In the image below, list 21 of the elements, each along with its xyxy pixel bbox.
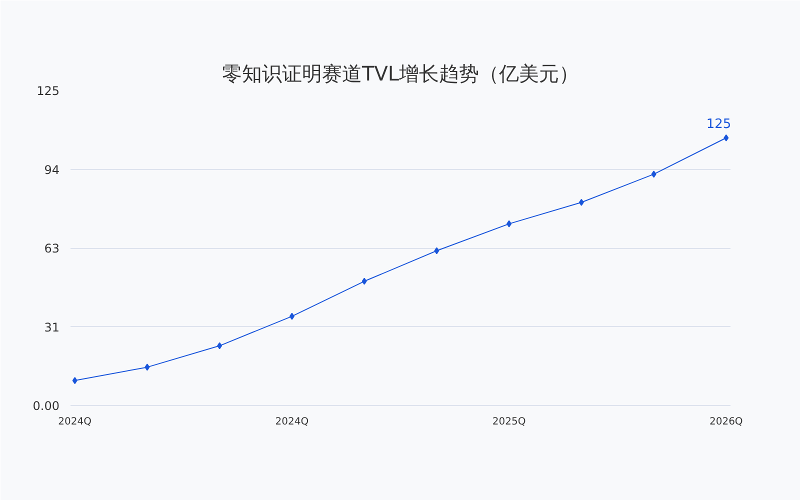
y-tick-label: 0.00 bbox=[32, 399, 60, 413]
y-tick-label: 125 bbox=[36, 84, 60, 98]
annotation: 125 bbox=[706, 116, 732, 132]
x-tick-label: 2024Q bbox=[275, 416, 309, 428]
y-tick-label: 94 bbox=[44, 162, 60, 177]
x-tick-label: 2025Q bbox=[492, 416, 526, 428]
point bbox=[506, 220, 512, 228]
chart-title: 零知识证明赛道TVL增长趋势（亿美元） bbox=[222, 62, 580, 86]
point bbox=[144, 364, 150, 371]
point bbox=[362, 278, 367, 285]
x-tick-label: 2026Q bbox=[710, 416, 743, 428]
point bbox=[289, 312, 294, 320]
point bbox=[434, 247, 440, 254]
y-tick-label: 63 bbox=[44, 242, 60, 256]
x-tick-label: 2024Q bbox=[58, 416, 92, 428]
point bbox=[72, 377, 78, 384]
y-tick-label: 31 bbox=[44, 320, 60, 334]
point bbox=[578, 198, 584, 206]
point bbox=[217, 342, 222, 350]
point bbox=[651, 170, 656, 178]
point bbox=[724, 134, 729, 142]
